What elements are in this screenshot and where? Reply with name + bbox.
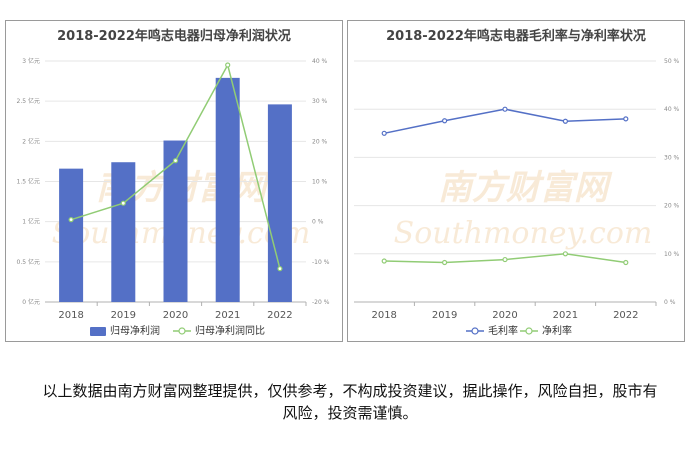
y-tick-label-right: 30 %: [664, 154, 680, 161]
x-tick-label: 2022: [613, 310, 638, 321]
x-tick-label: 2021: [215, 310, 240, 321]
x-tick-label: 2019: [111, 310, 136, 321]
y-tick-label-left: 0.5 亿元: [17, 258, 40, 266]
y-tick-label-left: 2.5 亿元: [17, 97, 40, 105]
yoy-point: [120, 200, 126, 206]
legend-label: 净利率: [542, 324, 572, 337]
legend-label: 毛利率: [488, 324, 518, 337]
bar: [59, 168, 84, 302]
legend-line-marker: [471, 327, 479, 335]
margin-chart: 南方财富网 Southmoney.com 0 % 10 % 20 % 30 % 40 % 50…: [354, 58, 680, 337]
legend-label-bar: 归母净利润: [110, 324, 160, 337]
gross-margin-point: [441, 118, 448, 124]
y-tick-label-right: 20 %: [312, 138, 328, 145]
chart-title: 2018-2022年鸣志电器归母净利润状况: [57, 29, 291, 44]
x-tick-label: 2018: [371, 310, 396, 321]
y-tick-label-right: 20 %: [664, 203, 680, 210]
x-tick-label: 2020: [492, 310, 517, 321]
gross-margin-point: [562, 118, 568, 124]
chart-title: 2018-2022年鸣志电器毛利率与净利率状况: [386, 29, 646, 44]
y-tick-label-left: 2 亿元: [22, 137, 40, 145]
legend-line-marker: [525, 327, 533, 335]
watermark-cn: 南方财富网: [438, 168, 613, 208]
legend-label-line: 归母净利润同比: [195, 324, 265, 337]
gross-margin-point: [623, 116, 629, 122]
yoy-point: [277, 266, 283, 272]
y-tick-label-right: 40 %: [312, 58, 328, 65]
bar: [111, 162, 136, 302]
x-tick-label: 2018: [58, 310, 83, 321]
bar: [215, 77, 240, 302]
x-tick-label: 2021: [553, 310, 578, 321]
y-tick-label-left: 1.5 亿元: [17, 178, 40, 186]
y-tick-label-right: 40 %: [664, 106, 680, 113]
disclaimer-text: 以上数据由南方财富网整理提供，仅供参考，不构成投资建议，据此操作，风险自担，股市…: [42, 382, 658, 422]
gross-margin-line: [384, 108, 626, 135]
gross-margin-point: [381, 130, 387, 136]
x-tick-label: 2022: [267, 310, 292, 321]
legend-bar-swatch: [90, 327, 106, 336]
net-margin-point: [562, 251, 568, 257]
y-tick-label-left: 3 亿元: [22, 57, 40, 65]
y-tick-label-right: 10 %: [664, 251, 680, 258]
watermark-en: Southmoney.com: [394, 216, 653, 251]
yoy-point: [68, 217, 74, 223]
y-tick-label-right: 0 %: [312, 219, 324, 226]
net-profit-chart-panel: 2018-2022年鸣志电器归母净利润状况 南方财富网Southmoney.co…: [5, 20, 343, 342]
y-tick-label-right: 30 %: [312, 98, 328, 105]
bar: [267, 104, 292, 302]
y-tick-label-right: 0 %: [664, 299, 676, 306]
y-tick-label-right: 50 %: [664, 58, 680, 65]
net-margin-point: [623, 259, 629, 266]
bar: [163, 140, 188, 302]
yoy-point: [225, 62, 231, 68]
x-tick-label: 2019: [432, 310, 457, 321]
y-tick-label-right: -10 %: [312, 259, 330, 266]
y-tick-label-right: 10 %: [312, 179, 328, 186]
net-margin-point: [381, 258, 387, 264]
y-tick-label-left: 1 亿元: [22, 218, 40, 226]
net-margin-point: [441, 259, 448, 266]
yoy-point: [172, 158, 179, 164]
watermark: 南方财富网 Southmoney.com: [394, 168, 653, 251]
x-tick-label: 2020: [163, 310, 188, 321]
margin-chart-panel: 2018-2022年鸣志电器毛利率与净利率状况 南方财富网 Southmoney.…: [347, 20, 685, 342]
legend-line-marker: [178, 327, 186, 335]
net-margin-point: [502, 256, 508, 263]
y-tick-label-left: 0 亿元: [22, 298, 40, 306]
gross-margin-point: [502, 106, 508, 112]
y-tick-label-right: -20 %: [312, 299, 330, 306]
